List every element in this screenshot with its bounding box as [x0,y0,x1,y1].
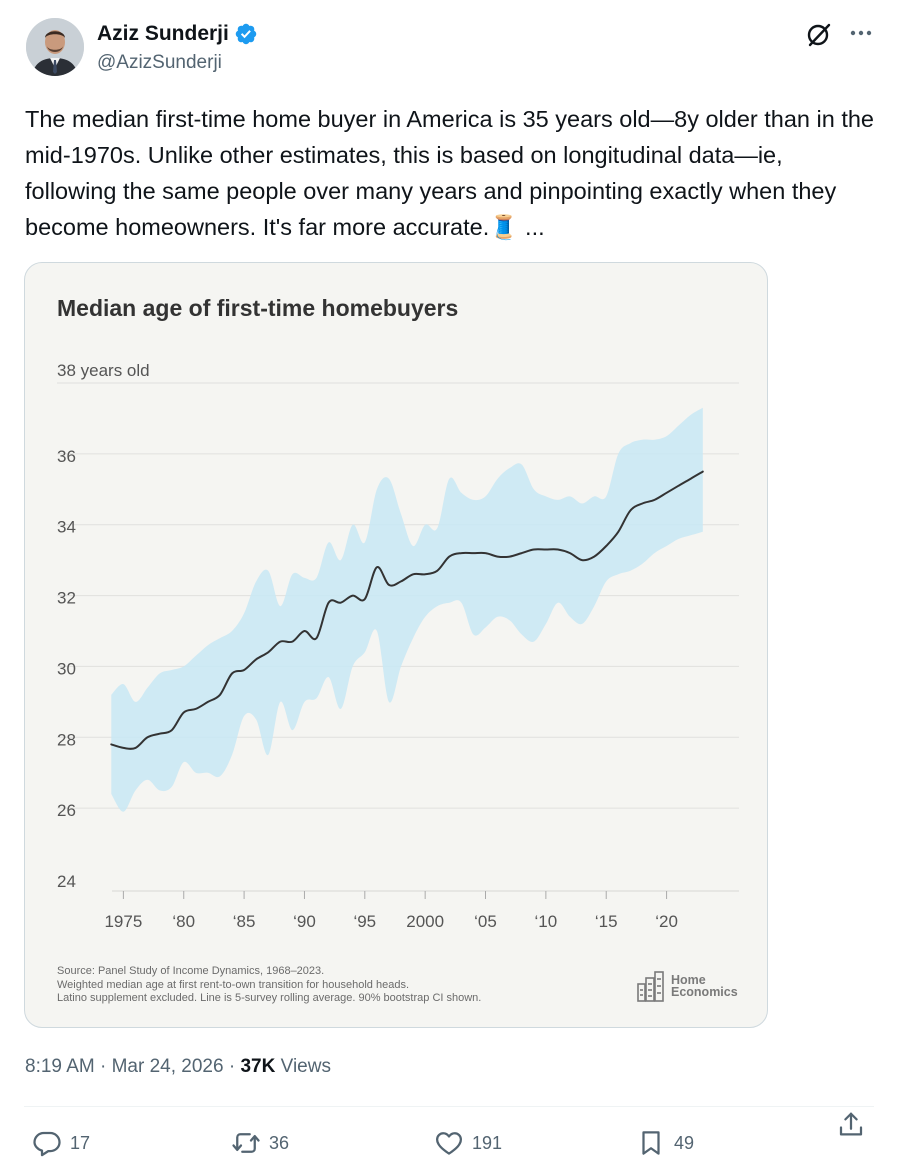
share-button[interactable] [836,1110,866,1140]
views-count: 37K [240,1056,276,1077]
avatar[interactable] [26,18,84,76]
grok-icon[interactable] [804,20,834,50]
x-tick-label: ‘05 [474,912,497,931]
meta-separator: · [228,1056,236,1077]
author-name[interactable]: Aziz Sunderji [97,22,229,45]
reply-icon [33,1131,61,1157]
like-icon [436,1132,462,1155]
x-tick-label: ‘85 [233,912,256,931]
x-tick-label: ‘15 [595,912,618,931]
divider [24,1106,874,1107]
y-tick-label: 30 [57,659,76,678]
show-more-ellipsis[interactable]: ... [525,214,545,240]
repost-icon [232,1133,260,1153]
bookmark-count: 49 [674,1132,695,1153]
verified-badge-icon [235,23,257,45]
x-tick-label: ‘80 [172,912,195,931]
logo-line: Economics [671,985,738,999]
tweet-date[interactable]: Mar 24, 2026 [111,1056,224,1077]
author-block: Aziz Sunderji @AzizSunderji [97,22,258,74]
chart-image-card[interactable]: Median age of first-time homebuyers 24 26… [24,262,768,1028]
confidence-band [111,407,703,812]
source-line: Weighted median age at first rent-to-own… [57,978,409,991]
x-tick-label: 2000 [406,912,444,931]
x-tick-label: 1975 [104,912,142,931]
spool-of-thread-emoji: 🧵 [489,214,519,240]
home-economics-logo: Home Economics [637,970,738,1002]
y-tick-label: 36 [57,447,76,466]
y-tick-label: 26 [57,801,76,820]
more-icon[interactable] [846,20,876,50]
bookmark-icon [642,1131,660,1155]
tweet-body: The median first-time home buyer in Amer… [25,106,875,240]
share-icon [839,1112,863,1136]
chart-plot: 24 26 28 30 32 34 36 38 years old 1975 ‘80 ‘85 ‘90 ‘… [57,361,739,931]
tweet-meta: 8:19 AM · Mar 24, 2026 · 37K Views [25,1056,331,1078]
repost-count: 36 [269,1132,290,1153]
logo-line: Home [671,973,706,987]
like-count: 191 [472,1132,503,1153]
like-button[interactable]: 191 [434,1128,502,1158]
author-handle[interactable]: @AzizSunderji [97,52,222,73]
buildings-icon [637,971,664,1002]
source-line: Latino supplement excluded. Line is 5-su… [57,992,482,1004]
reply-count: 17 [70,1132,91,1153]
x-tick-label: ‘20 [655,912,678,931]
tweet-text: The median first-time home buyer in Amer… [25,101,875,245]
y-tick-label: 34 [57,518,76,537]
bookmark-button[interactable]: 49 [636,1128,694,1158]
y-tick-label: 28 [57,730,76,749]
chart-source: Source: Panel Study of Income Dynamics, … [57,965,481,1006]
x-tick-label: ‘95 [353,912,376,931]
chart-title: Median age of first-time homebuyers [57,295,459,321]
y-axis-top-label: 38 years old [57,361,150,380]
x-tick-label: ‘90 [293,912,316,931]
reply-button[interactable]: 17 [32,1128,90,1158]
source-line: Source: Panel Study of Income Dynamics, … [57,965,325,977]
tweet-time[interactable]: 8:19 AM [25,1056,95,1077]
y-tick-label: 32 [57,589,76,608]
repost-button[interactable]: 36 [231,1128,289,1158]
x-tick-label: ‘10 [535,912,558,931]
meta-separator: · [100,1056,107,1077]
views-label: Views [280,1056,331,1077]
avatar-image [26,18,84,76]
median-age-line [110,470,704,750]
y-tick-label: 24 [57,872,76,891]
